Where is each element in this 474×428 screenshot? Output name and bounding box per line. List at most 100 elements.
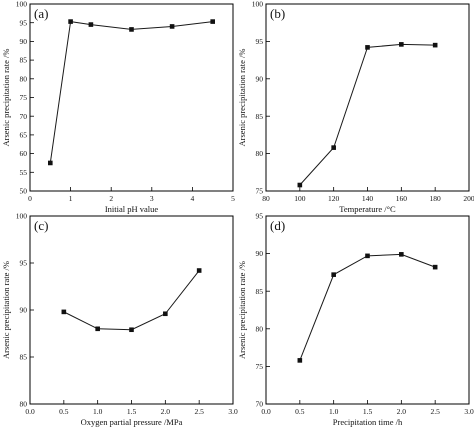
series-line [299, 253, 436, 361]
x-tick-label: 1.0 [93, 407, 103, 416]
series-line [49, 21, 213, 164]
y-tick-label: 95 [20, 259, 28, 268]
plot-frame [29, 215, 234, 405]
y-tick-label: 65 [20, 131, 28, 140]
y-tick-label: 55 [20, 168, 28, 177]
x-axis-title: Precipitation time /h [333, 417, 403, 427]
y-axis-title: Arsenic precipitation rate /% [1, 49, 11, 147]
x-tick-label: 80 [262, 194, 270, 203]
y-tick-label: 100 [16, 212, 28, 221]
data-point [48, 160, 53, 166]
y-tick-label: 90 [20, 37, 28, 46]
series-line [299, 43, 436, 186]
data-point [196, 268, 202, 273]
data-point [129, 27, 134, 32]
y-tick-label: 80 [256, 324, 264, 333]
y-tick-label: 100 [252, 0, 264, 9]
y-tick-label: 100 [16, 0, 28, 9]
data-point [169, 24, 175, 29]
series-line [63, 270, 200, 331]
y-tick-label: 80 [20, 74, 28, 83]
x-tick-label: 200 [463, 194, 474, 203]
data-point [432, 264, 438, 270]
y-tick-label: 95 [256, 212, 264, 221]
data-point [331, 145, 336, 150]
y-axis-title: Arsenic precipitation rate /% [237, 49, 247, 147]
x-tick-label: 2.0 [397, 407, 407, 416]
x-tick-label: 2.0 [161, 407, 171, 416]
x-tick-label: 120 [328, 194, 340, 203]
y-tick-label: 90 [256, 74, 264, 83]
x-axis-title: Oxygen partial pressure /MPa [81, 417, 183, 427]
x-tick-label: 3.0 [228, 407, 238, 416]
y-tick-label: 75 [20, 93, 28, 102]
y-tick-label: 60 [20, 149, 28, 158]
x-tick-label: 1 [69, 194, 73, 203]
x-tick-label: 180 [430, 194, 442, 203]
data-point [365, 45, 370, 50]
x-tick-label: 5 [231, 194, 235, 203]
y-tick-label: 70 [20, 112, 28, 121]
chart-panel-4: 0.0 0.5 1.0 1.5 2.0 2.5 3.0 70 75 80 85 90 95 Precipi… [237, 212, 474, 427]
y-axis-title: Arsenic precipitation rate /% [237, 261, 247, 359]
data-point [297, 358, 303, 363]
x-tick-label: 160 [396, 194, 408, 203]
data-point [210, 19, 215, 24]
plot-frame [29, 3, 234, 192]
data-point [163, 311, 168, 317]
y-tick-label: 85 [20, 56, 28, 65]
y-tick-label: 70 [256, 400, 264, 409]
panel-label: (a) [34, 6, 48, 21]
panel-label: (d) [270, 218, 285, 233]
x-tick-label: 2 [109, 194, 113, 203]
data-point [129, 327, 134, 333]
x-tick-label: 0 [28, 194, 32, 203]
data-point [365, 253, 370, 259]
chart-panel-3: 0.0 0.5 1.0 1.5 2.0 2.5 3.0 80 85 90 95 100 Oxygen p… [1, 212, 238, 427]
y-tick-label: 85 [20, 353, 28, 362]
y-tick-label: 80 [20, 400, 28, 409]
data-point [61, 309, 67, 315]
x-tick-label: 0.5 [295, 407, 305, 416]
x-tick-label: 2.5 [194, 407, 204, 416]
data-point [331, 272, 336, 277]
data-point [399, 252, 404, 257]
x-tick-label: 0.5 [59, 407, 69, 416]
y-tick-label: 95 [20, 18, 28, 27]
data-point [297, 182, 303, 188]
data-point [88, 22, 94, 27]
y-tick-label: 75 [256, 187, 264, 196]
chart-panel-2: 80 100 120 140 160 180 2007580859095100Tempera… [237, 0, 474, 214]
x-tick-label: 0.0 [25, 407, 35, 416]
x-tick-label: 1.5 [127, 407, 137, 416]
x-tick-label: 3 [150, 194, 154, 203]
x-tick-label: 100 [294, 194, 306, 203]
x-tick-label: 1.5 [363, 407, 373, 416]
x-axis-title: Initial pH value [105, 204, 159, 214]
plot-frame [265, 3, 470, 192]
panel-label: (c) [34, 218, 48, 233]
data-point [68, 19, 73, 24]
data-point [399, 42, 404, 47]
y-tick-label: 80 [256, 149, 264, 158]
panel-label: (b) [270, 6, 285, 21]
y-tick-label: 75 [256, 362, 264, 371]
y-axis-title: Arsenic precipitation rate /% [1, 261, 11, 359]
y-tick-label: 90 [256, 249, 264, 258]
data-point [432, 42, 438, 48]
y-tick-label: 50 [20, 187, 28, 196]
y-tick-label: 85 [256, 287, 264, 296]
y-tick-label: 85 [256, 112, 264, 121]
y-tick-label: 95 [256, 37, 264, 46]
x-tick-label: 2.5 [430, 407, 440, 416]
x-axis-title: Temperature /°C [339, 204, 396, 214]
x-tick-label: 140 [362, 194, 374, 203]
x-tick-label: 0.0 [261, 407, 271, 416]
plot-frame [265, 215, 470, 405]
x-tick-label: 1.0 [329, 407, 339, 416]
y-tick-label: 90 [20, 306, 28, 315]
x-tick-label: 4 [191, 194, 195, 203]
x-tick-label: 3.0 [464, 407, 474, 416]
